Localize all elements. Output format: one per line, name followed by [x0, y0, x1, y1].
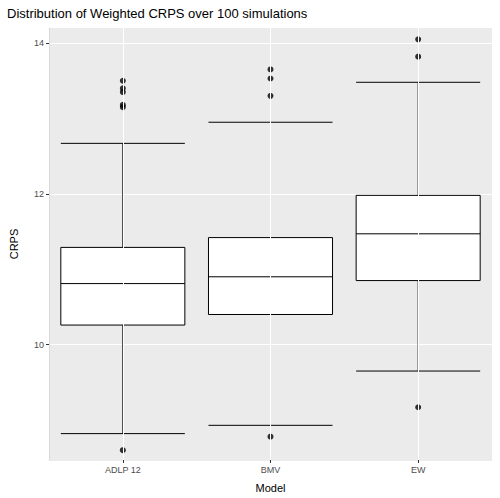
svg-text:EW: EW: [411, 465, 426, 475]
svg-text:ADLP 12: ADLP 12: [105, 465, 141, 475]
svg-text:CRPS: CRPS: [8, 229, 20, 260]
svg-text:Distribution of Weighted CRPS: Distribution of Weighted CRPS over 100 s…: [7, 6, 308, 21]
svg-text:Model: Model: [256, 482, 286, 494]
svg-text:14: 14: [34, 38, 44, 48]
svg-text:10: 10: [34, 340, 44, 350]
svg-text:12: 12: [34, 189, 44, 199]
svg-text:BMV: BMV: [261, 465, 281, 475]
